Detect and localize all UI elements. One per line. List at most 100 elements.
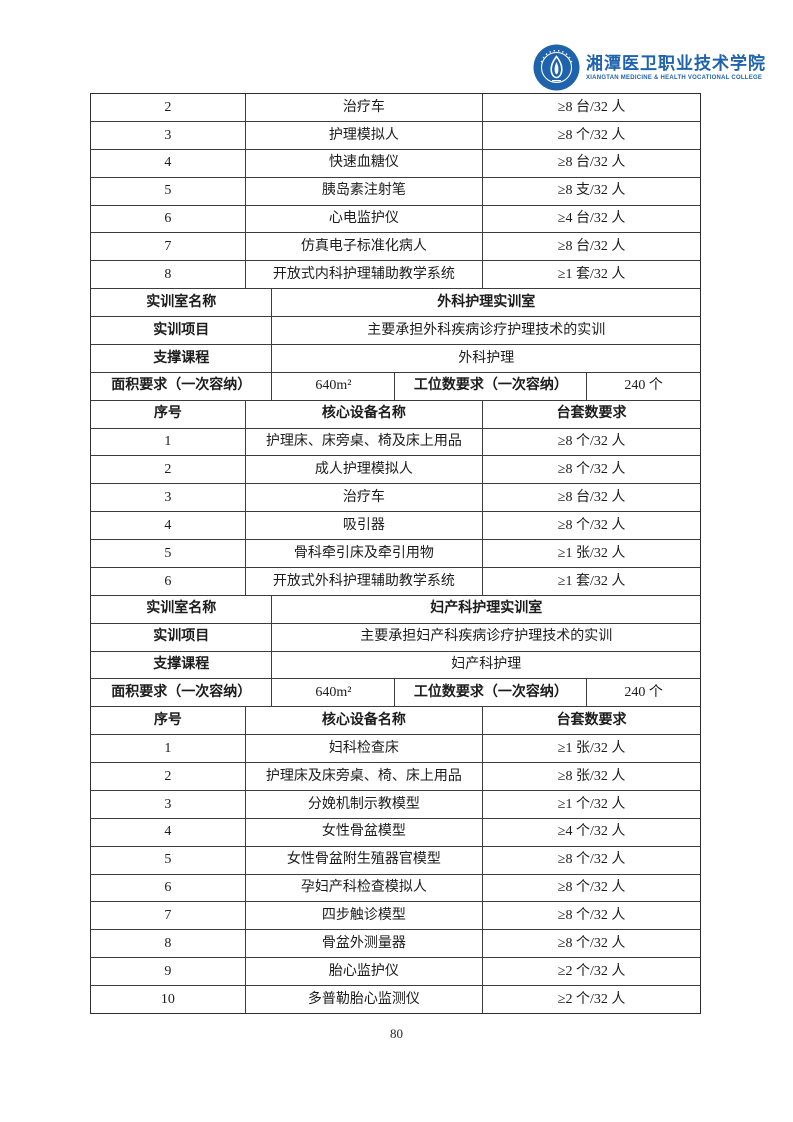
column-header-row: 序号 核心设备名称 台套数要求 [91, 707, 700, 736]
table-cell: 胰岛素注射笔 [246, 177, 484, 205]
equipment-row: 4 吸引器 ≥8 个/32 人 [91, 512, 700, 540]
equipment-row: 3 护理模拟人 ≥8 个/32 人 [91, 121, 700, 150]
equipment-row: 4 快速血糖仪 ≥8 台/32 人 [91, 149, 700, 178]
table-cell: ≥8 个/32 人 [557, 434, 626, 450]
equipment-row: 7 四步触诊模型 ≥8 个/32 人 [91, 902, 700, 931]
table-cell: ≥1 张/32 人 [557, 545, 626, 561]
college-emblem-icon [533, 44, 580, 91]
college-name-chinese: 湘潭医卫职业技术学院 [586, 54, 766, 73]
equipment-row: 3 分娩机制示教模型 ≥1 个/32 人 [91, 790, 700, 819]
equipment-row: 9 胎心监护仪 ≥2 个/32 人 [91, 958, 700, 986]
table-cell: 胎心监护仪 [246, 958, 484, 985]
table-cell: 分娩机制示教模型 [246, 790, 484, 818]
table-cell: ≥8 台/32 人 [557, 489, 626, 505]
equipment-row: 6 心电监护仪 ≥4 台/32 人 [91, 205, 700, 234]
table-cell: 4 [91, 818, 246, 846]
college-name-english: XIANGTAN MEDICINE & HEALTH VOCATIONAL CO… [586, 75, 763, 81]
equipment-row: 1 护理床、床旁桌、椅及床上用品 ≥8 个/32 人 [91, 428, 700, 457]
equipment-row: 3 治疗车 ≥8 台/32 人 [91, 484, 700, 513]
table-cell: ≥8 个/32 人 [557, 908, 626, 924]
table-cell: 2 [91, 456, 246, 484]
table-cell: 主要承担妇产科疾病诊疗护理技术的实训 [360, 629, 613, 645]
table-cell: 支撑课程 [91, 651, 273, 679]
table-cell: ≥8 个/32 人 [557, 127, 626, 143]
area-workstation-row: 面积要求（一次容纳） 640m² 工位数要求（一次容纳） 240 个 [91, 372, 700, 401]
table-cell: 妇产科护理实训室 [430, 601, 543, 617]
table-cell: 护理床、床旁桌、椅及床上用品 [246, 428, 484, 456]
page-number: 80 [390, 1026, 403, 1041]
table-cell: 1 [91, 735, 246, 762]
table-cell: 640m² [272, 372, 396, 400]
table-cell: 吸引器 [246, 512, 484, 539]
table-cell: ≥8 台/32 人 [557, 99, 626, 115]
table-cell: 240 个 [624, 378, 663, 394]
table-cell: ≥8 个/32 人 [557, 935, 626, 951]
table-cell: 640m² [272, 679, 396, 707]
equipment-row: 8 开放式内科护理辅助教学系统 ≥1 套/32 人 [91, 261, 700, 290]
equipment-row: 4 女性骨盆模型 ≥4 个/32 人 [91, 818, 700, 847]
table-cell: 外科护理实训室 [437, 294, 536, 310]
table-cell: 工位数要求（一次容纳） [395, 679, 588, 707]
table-cell: 骨科牵引床及牵引用物 [246, 540, 484, 567]
table-cell: 1 [91, 428, 246, 456]
table-cell: 支撑课程 [91, 344, 273, 372]
table-cell: 台套数要求 [556, 712, 627, 728]
table-cell: 孕妇产科检查模拟人 [246, 874, 484, 902]
table-cell: ≥1 套/32 人 [557, 266, 626, 282]
table-cell: 3 [91, 121, 246, 149]
table-cell: 4 [91, 149, 246, 177]
column-header-row: 序号 核心设备名称 台套数要求 [91, 400, 700, 429]
table-cell: 女性骨盆模型 [246, 818, 484, 846]
table-cell: ≥4 台/32 人 [557, 211, 626, 227]
table-cell: 成人护理模拟人 [246, 456, 484, 484]
table-cell: 实训室名称 [91, 595, 273, 623]
table-cell: 6 [91, 567, 246, 595]
table-cell: 序号 [91, 707, 246, 735]
table-cell: 开放式内科护理辅助教学系统 [246, 261, 484, 289]
college-name-block: 湘潭医卫职业技术学院 XIANGTAN MEDICINE & HEALTH VO… [586, 54, 766, 81]
table-cell: 多普勒胎心监测仪 [246, 986, 484, 1013]
table-cell: ≥8 支/32 人 [557, 183, 626, 199]
table-cell: 6 [91, 874, 246, 902]
table-cell: ≥8 个/32 人 [557, 852, 626, 868]
college-logo: 湘潭医卫职业技术学院 XIANGTAN MEDICINE & HEALTH VO… [533, 44, 766, 91]
table-cell: 10 [91, 986, 246, 1013]
table-cell: ≥1 个/32 人 [557, 796, 626, 812]
table-cell: 外科护理 [458, 350, 515, 366]
table-cell: 5 [91, 846, 246, 874]
area-workstation-row: 面积要求（一次容纳） 640m² 工位数要求（一次容纳） 240 个 [91, 679, 700, 708]
table-cell: ≥2 个/32 人 [557, 963, 626, 979]
table-cell: 序号 [91, 400, 246, 428]
table-cell: 心电监护仪 [246, 205, 484, 233]
equipment-row: 2 护理床及床旁桌、椅、床上用品 ≥8 张/32 人 [91, 763, 700, 791]
table-cell: 骨盆外测量器 [246, 930, 484, 958]
table-cell: 核心设备名称 [246, 707, 484, 735]
table-cell: 实训室名称 [91, 289, 273, 316]
info-row: 实训项目 主要承担妇产科疾病诊疗护理技术的实训 [91, 623, 700, 652]
equipment-row: 6 开放式外科护理辅助教学系统 ≥1 套/32 人 [91, 567, 700, 596]
table-cell: 7 [91, 233, 246, 261]
table-cell: 工位数要求（一次容纳） [395, 372, 588, 400]
table-cell: 主要承担外科疾病诊疗护理技术的实训 [367, 322, 606, 338]
equipment-row: 5 女性骨盆附生殖器官模型 ≥8 个/32 人 [91, 846, 700, 875]
table-cell: 7 [91, 902, 246, 930]
table-cell: 快速血糖仪 [246, 149, 484, 177]
table-cell: ≥8 张/32 人 [557, 768, 626, 784]
table-cell: 4 [91, 512, 246, 539]
table-cell: 6 [91, 205, 246, 233]
table-cell: ≥8 个/32 人 [557, 462, 626, 478]
table-cell: 妇产科护理 [451, 657, 522, 673]
table-cell: ≥8 个/32 人 [557, 880, 626, 896]
table-cell: 3 [91, 790, 246, 818]
table-cell: ≥4 个/32 人 [557, 824, 626, 840]
room-name-row: 实训室名称 外科护理实训室 [91, 289, 700, 317]
table-cell: 开放式外科护理辅助教学系统 [246, 567, 484, 595]
equipment-row: 6 孕妇产科检查模拟人 ≥8 个/32 人 [91, 874, 700, 903]
table-cell: 2 [91, 763, 246, 790]
table-cell: 2 [91, 94, 246, 121]
table-cell: 妇科检查床 [246, 735, 484, 762]
equipment-row: 5 胰岛素注射笔 ≥8 支/32 人 [91, 177, 700, 206]
table-cell: ≥2 个/32 人 [557, 991, 626, 1007]
table-cell: ≥8 个/32 人 [557, 517, 626, 533]
